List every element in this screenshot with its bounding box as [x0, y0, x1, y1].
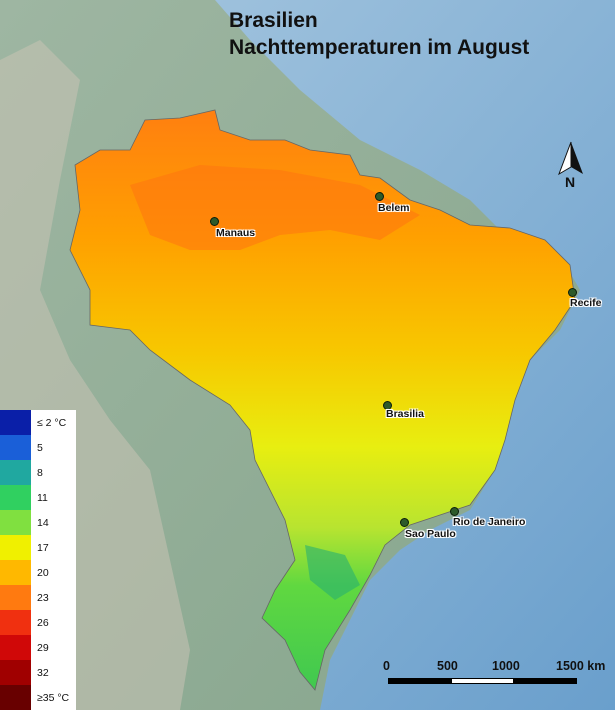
scale-label-0: 0	[383, 659, 390, 673]
legend-row: 11	[0, 485, 76, 510]
legend-row: 26	[0, 610, 76, 635]
city-marker-recife	[568, 288, 577, 297]
city-marker-rio	[450, 507, 459, 516]
legend-swatch	[0, 435, 31, 460]
legend-label: ≥35 °C	[37, 692, 70, 704]
city-marker-belem	[375, 192, 384, 201]
legend-swatch	[0, 610, 31, 635]
legend-label-background	[31, 485, 76, 510]
cool-zone	[305, 545, 360, 600]
legend-row: 5	[0, 435, 76, 460]
city-label-saopaulo: Sao Paulo	[405, 528, 456, 540]
legend-row: ≥35 °C	[0, 685, 76, 710]
legend-label-background	[31, 660, 76, 685]
map-title-line2: Nachttemperaturen im August	[229, 36, 530, 59]
legend-label-background	[31, 435, 76, 460]
city-label-brasilia: Brasilia	[386, 408, 424, 420]
legend-label: ≤ 2 °C	[37, 417, 67, 429]
legend-row: 8	[0, 460, 76, 485]
legend-row: 23	[0, 585, 76, 610]
legend-label: 11	[37, 492, 48, 504]
legend-label-background	[31, 560, 76, 585]
city-label-belem: Belem	[378, 202, 410, 214]
legend-label: 8	[37, 467, 43, 479]
legend-label-background	[31, 585, 76, 610]
legend-label: 26	[37, 617, 49, 629]
legend-label-background	[31, 610, 76, 635]
city-marker-manaus	[210, 217, 219, 226]
city-marker-brasilia	[383, 401, 392, 410]
temperature-legend: ≤ 2 °C 5 8 11 14 17 20 23 26 29 32 ≥35 °C	[0, 410, 76, 710]
legend-row: 17	[0, 535, 76, 560]
scale-label-1500: 1500 km	[556, 659, 606, 673]
hot-zone	[130, 165, 420, 250]
map-title-line1: Brasilien	[229, 9, 318, 32]
city-marker-saopaulo	[400, 518, 409, 527]
scale-segment-2	[451, 678, 514, 684]
legend-label: 20	[37, 567, 49, 579]
legend-row: 20	[0, 560, 76, 585]
legend-swatch	[0, 485, 31, 510]
legend-label-background	[31, 685, 76, 710]
city-label-recife: Recife	[570, 297, 602, 309]
legend-label: 14	[37, 517, 49, 529]
legend-swatch	[0, 635, 31, 660]
legend-label-background	[31, 510, 76, 535]
north-arrow-icon	[558, 141, 583, 176]
legend-swatch	[0, 535, 31, 560]
legend-label: 29	[37, 642, 49, 654]
legend-label-background	[31, 535, 76, 560]
city-label-rio: Rio de Janeiro	[453, 516, 526, 528]
legend-label-background	[31, 635, 76, 660]
legend-swatch	[0, 560, 31, 585]
legend-row: 32	[0, 660, 76, 685]
legend-label: 23	[37, 592, 49, 604]
scale-label-500: 500	[437, 659, 458, 673]
legend-label-background	[31, 460, 76, 485]
legend-row: 29	[0, 635, 76, 660]
north-label: N	[565, 174, 576, 190]
legend-swatch	[0, 460, 31, 485]
legend-swatch	[0, 685, 31, 710]
scale-bar: 0 500 1000 1500 km	[380, 656, 610, 696]
legend-label: 17	[37, 542, 49, 554]
brazil-temperature-area	[69, 109, 576, 691]
legend-swatch	[0, 510, 31, 535]
scale-segment-1	[388, 678, 451, 684]
legend-label: 32	[37, 667, 49, 679]
legend-swatch	[0, 585, 31, 610]
city-label-manaus: Manaus	[216, 227, 256, 239]
scale-segment-3	[514, 678, 577, 684]
legend-row: 14	[0, 510, 76, 535]
legend-label: 5	[37, 442, 43, 454]
legend-row: ≤ 2 °C	[0, 410, 76, 435]
legend-swatch	[0, 660, 31, 685]
legend-swatch	[0, 410, 31, 435]
north-arrow: N	[553, 140, 589, 192]
scale-label-1000: 1000	[492, 659, 520, 673]
legend-label-background	[31, 410, 76, 435]
